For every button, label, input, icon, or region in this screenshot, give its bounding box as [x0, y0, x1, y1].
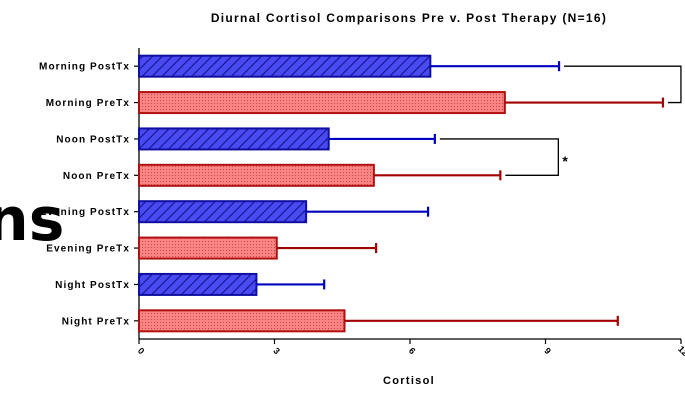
bar	[138, 272, 258, 296]
category-label: Morning PostTx	[39, 62, 130, 73]
significance-bracket	[564, 65, 682, 104]
bar	[138, 236, 278, 260]
category-label: Noon PreTx	[63, 171, 130, 182]
category-label: Morning PreTx	[46, 98, 130, 109]
category-label: Noon PostTx	[56, 134, 130, 145]
category-label: Evening PreTx	[46, 244, 130, 255]
significance-bracket	[439, 138, 559, 176]
bar	[138, 309, 346, 333]
bar	[138, 163, 375, 187]
overlay-text: ns	[0, 185, 64, 255]
bar	[138, 54, 432, 78]
bar	[138, 91, 506, 115]
category-label: Night PostTx	[55, 280, 130, 291]
chart-title: Diurnal Cortisol Comparisons Pre v. Post…	[211, 11, 607, 25]
plot-area: 0 3 6 9 12 Morning PostTx Morning PreTx Noon Po…	[39, 48, 685, 358]
significance-label: *	[562, 153, 568, 169]
x-axis-title: Cortisol	[383, 375, 435, 387]
x-tick-label: 3	[271, 346, 282, 357]
x-tick-label: 0	[136, 346, 147, 357]
x-tick-label: 12	[676, 344, 685, 358]
category-label: Evening PostTx	[40, 207, 130, 218]
bar	[138, 127, 330, 151]
x-tick-label: 9	[542, 346, 553, 357]
bar	[138, 200, 308, 224]
category-label: Night PreTx	[62, 316, 130, 327]
x-tick-label: 6	[407, 346, 418, 357]
